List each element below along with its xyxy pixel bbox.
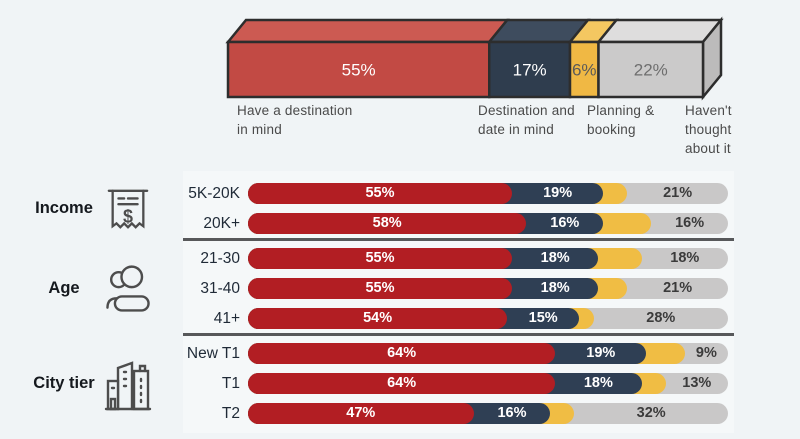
row-label-41-: 41+	[213, 310, 240, 327]
stacked-bar-31-40: 55% 18% 21%	[248, 278, 728, 299]
row-label-20k-: 20K+	[203, 215, 240, 232]
bar-segment-destination-in-mind	[248, 308, 508, 329]
category-label-have-destination: Have a destination in mind	[237, 103, 353, 137]
buildings-icon	[100, 355, 156, 413]
bar-percent-label: 19%	[586, 345, 616, 361]
category-label-planning-booking: Planning & booking	[587, 103, 655, 137]
section-divider	[183, 238, 734, 241]
bar-segment-destination-in-mind	[248, 248, 512, 269]
stacked-bar-21-30: 55% 18% 18%	[248, 248, 728, 269]
bar-percent-label: 16%	[497, 405, 527, 421]
stacked-bar-new-t1: 64% 19% 9%	[248, 343, 728, 364]
bar-percent-label: 54%	[363, 310, 393, 326]
bar-percent-label: 15%	[528, 310, 558, 326]
row-label-5k-20k: 5K-20K	[188, 185, 240, 202]
bar-percent-label: 55%	[365, 280, 395, 296]
bar-segment-destination-in-mind	[248, 183, 512, 204]
bar-percent-label: 9%	[695, 345, 717, 361]
group-label-age: Age	[48, 278, 80, 297]
bar-percent-label: 19%	[543, 185, 573, 201]
receipt-icon: $	[100, 180, 156, 238]
bar-segment-destination-in-mind	[248, 278, 512, 299]
overall-percent-label: 17%	[513, 61, 547, 80]
row-label-21-30: 21-30	[200, 250, 240, 267]
overall-stacked-bar-3d: 55% 17% 6% 22%	[225, 16, 724, 101]
bar-segment-destination-in-mind	[248, 403, 474, 424]
bar-percent-label: 16%	[675, 215, 705, 231]
overall-percent-label: 55%	[342, 61, 376, 80]
bar-percent-label: 55%	[365, 185, 395, 201]
bar-percent-label: 32%	[636, 405, 666, 421]
bar-percent-label: 47%	[346, 405, 376, 421]
bar-percent-label: 64%	[387, 375, 417, 391]
overall-segment-top-0	[225, 18, 510, 44]
overall-segment-front-3	[597, 40, 705, 99]
bar-segment-destination-in-mind	[248, 373, 556, 394]
stacked-bar-t1: 64% 18% 13%	[248, 373, 728, 394]
svg-text:$: $	[123, 206, 133, 226]
bar-percent-label: 18%	[540, 250, 570, 266]
overall-segment-top-3	[595, 18, 724, 44]
bar-percent-label: 28%	[646, 310, 676, 326]
row-label-t2: T2	[221, 405, 240, 422]
bar-percent-label: 55%	[365, 250, 395, 266]
group-label-city-tier: City tier	[33, 373, 95, 392]
bar-percent-label: 16%	[550, 215, 580, 231]
bar-segment-destination-in-mind	[248, 343, 556, 364]
bar-percent-label: 21%	[663, 280, 693, 296]
row-label-new-t1: New T1	[186, 345, 240, 362]
section-divider	[183, 333, 734, 336]
bar-percent-label: 21%	[663, 185, 693, 201]
category-label-destination-and-date: Destination and date in mind	[478, 103, 575, 137]
stacked-bar-41-: 54% 15% 28%	[248, 308, 728, 329]
stacked-bar-20k-: 58% 16% 16%	[248, 213, 728, 234]
group-label-income: Income	[35, 198, 93, 217]
overall-percent-label: 22%	[634, 61, 668, 80]
row-label-31-40: 31-40	[200, 280, 240, 297]
people-icon	[100, 260, 156, 318]
bar-percent-label: 18%	[583, 375, 613, 391]
bar-percent-label: 58%	[372, 215, 402, 231]
bar-percent-label: 18%	[670, 250, 700, 266]
bar-segment-destination-in-mind	[248, 213, 527, 234]
bar-percent-label: 13%	[682, 375, 712, 391]
bar-percent-label: 18%	[540, 280, 570, 296]
row-label-t1: T1	[221, 375, 240, 392]
category-label-havent-thought: Haven't thought about it	[685, 103, 732, 156]
stacked-bar-t2: 47% 16% 32%	[248, 403, 728, 424]
bar-percent-label: 64%	[387, 345, 417, 361]
overall-percent-label: 6%	[572, 61, 597, 80]
stacked-bar-5k-20k: 55% 19% 21%	[248, 183, 728, 204]
